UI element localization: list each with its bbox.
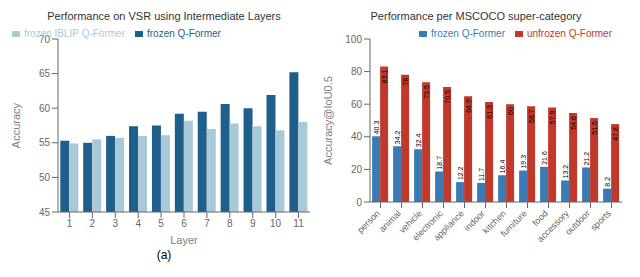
svg-text:60: 60 [39, 103, 51, 114]
svg-text:Accuracy@IoU0.5: Accuracy@IoU0.5 [322, 76, 334, 165]
svg-text:50: 50 [39, 172, 51, 183]
svg-text:78: 78 [402, 78, 409, 86]
svg-text:outdoor: outdoor [563, 208, 592, 237]
svg-text:21.2: 21.2 [583, 152, 590, 166]
svg-text:13.2: 13.2 [562, 165, 569, 179]
svg-text:sports: sports [589, 208, 614, 233]
svg-text:1: 1 [67, 218, 73, 229]
svg-text:8.2: 8.2 [604, 177, 611, 187]
svg-text:person: person [355, 208, 382, 235]
svg-text:Accuracy: Accuracy [10, 102, 22, 148]
svg-text:64.9: 64.9 [465, 99, 472, 113]
svg-text:32.4: 32.4 [415, 133, 422, 147]
svg-text:11: 11 [293, 218, 304, 229]
svg-text:47.8: 47.8 [612, 127, 619, 141]
svg-text:5: 5 [158, 218, 164, 229]
svg-text:51.5: 51.5 [591, 121, 598, 135]
svg-text:54.6: 54.6 [570, 116, 577, 130]
svg-text:11.7: 11.7 [478, 168, 485, 181]
svg-text:2: 2 [90, 218, 96, 229]
svg-text:21.6: 21.6 [541, 151, 548, 165]
svg-text:100: 100 [345, 34, 362, 45]
svg-text:12.2: 12.2 [457, 166, 464, 180]
svg-text:45: 45 [39, 207, 51, 218]
svg-text:20: 20 [351, 164, 363, 175]
svg-text:73.5: 73.5 [423, 85, 430, 99]
svg-text:60: 60 [351, 99, 363, 110]
svg-text:58.7: 58.7 [528, 109, 535, 123]
svg-text:appliance: appliance [432, 208, 466, 242]
svg-text:61.3: 61.3 [486, 105, 493, 119]
svg-text:0: 0 [356, 197, 362, 208]
svg-text:19.3: 19.3 [520, 155, 527, 169]
svg-text:furniture: furniture [498, 208, 528, 238]
svg-text:7: 7 [204, 218, 210, 229]
svg-text:40.3: 40.3 [373, 121, 380, 135]
svg-text:55: 55 [39, 137, 51, 148]
svg-text:70.5: 70.5 [444, 90, 451, 104]
svg-text:9: 9 [250, 218, 256, 229]
svg-text:18.7: 18.7 [436, 156, 443, 170]
svg-text:16.4: 16.4 [499, 160, 506, 174]
svg-text:40: 40 [351, 131, 363, 142]
svg-text:80: 80 [351, 66, 363, 77]
svg-text:8: 8 [227, 218, 233, 229]
svg-text:60: 60 [507, 107, 514, 115]
svg-text:70: 70 [39, 34, 51, 45]
svg-text:83.1: 83.1 [381, 69, 388, 83]
svg-text:34.2: 34.2 [394, 131, 401, 145]
svg-text:10: 10 [270, 218, 282, 229]
svg-text:Layer: Layer [170, 234, 198, 246]
svg-text:57.9: 57.9 [549, 111, 556, 125]
svg-text:6: 6 [181, 218, 187, 229]
svg-text:4: 4 [135, 218, 141, 229]
svg-text:3: 3 [112, 218, 118, 229]
svg-text:65: 65 [39, 68, 51, 79]
